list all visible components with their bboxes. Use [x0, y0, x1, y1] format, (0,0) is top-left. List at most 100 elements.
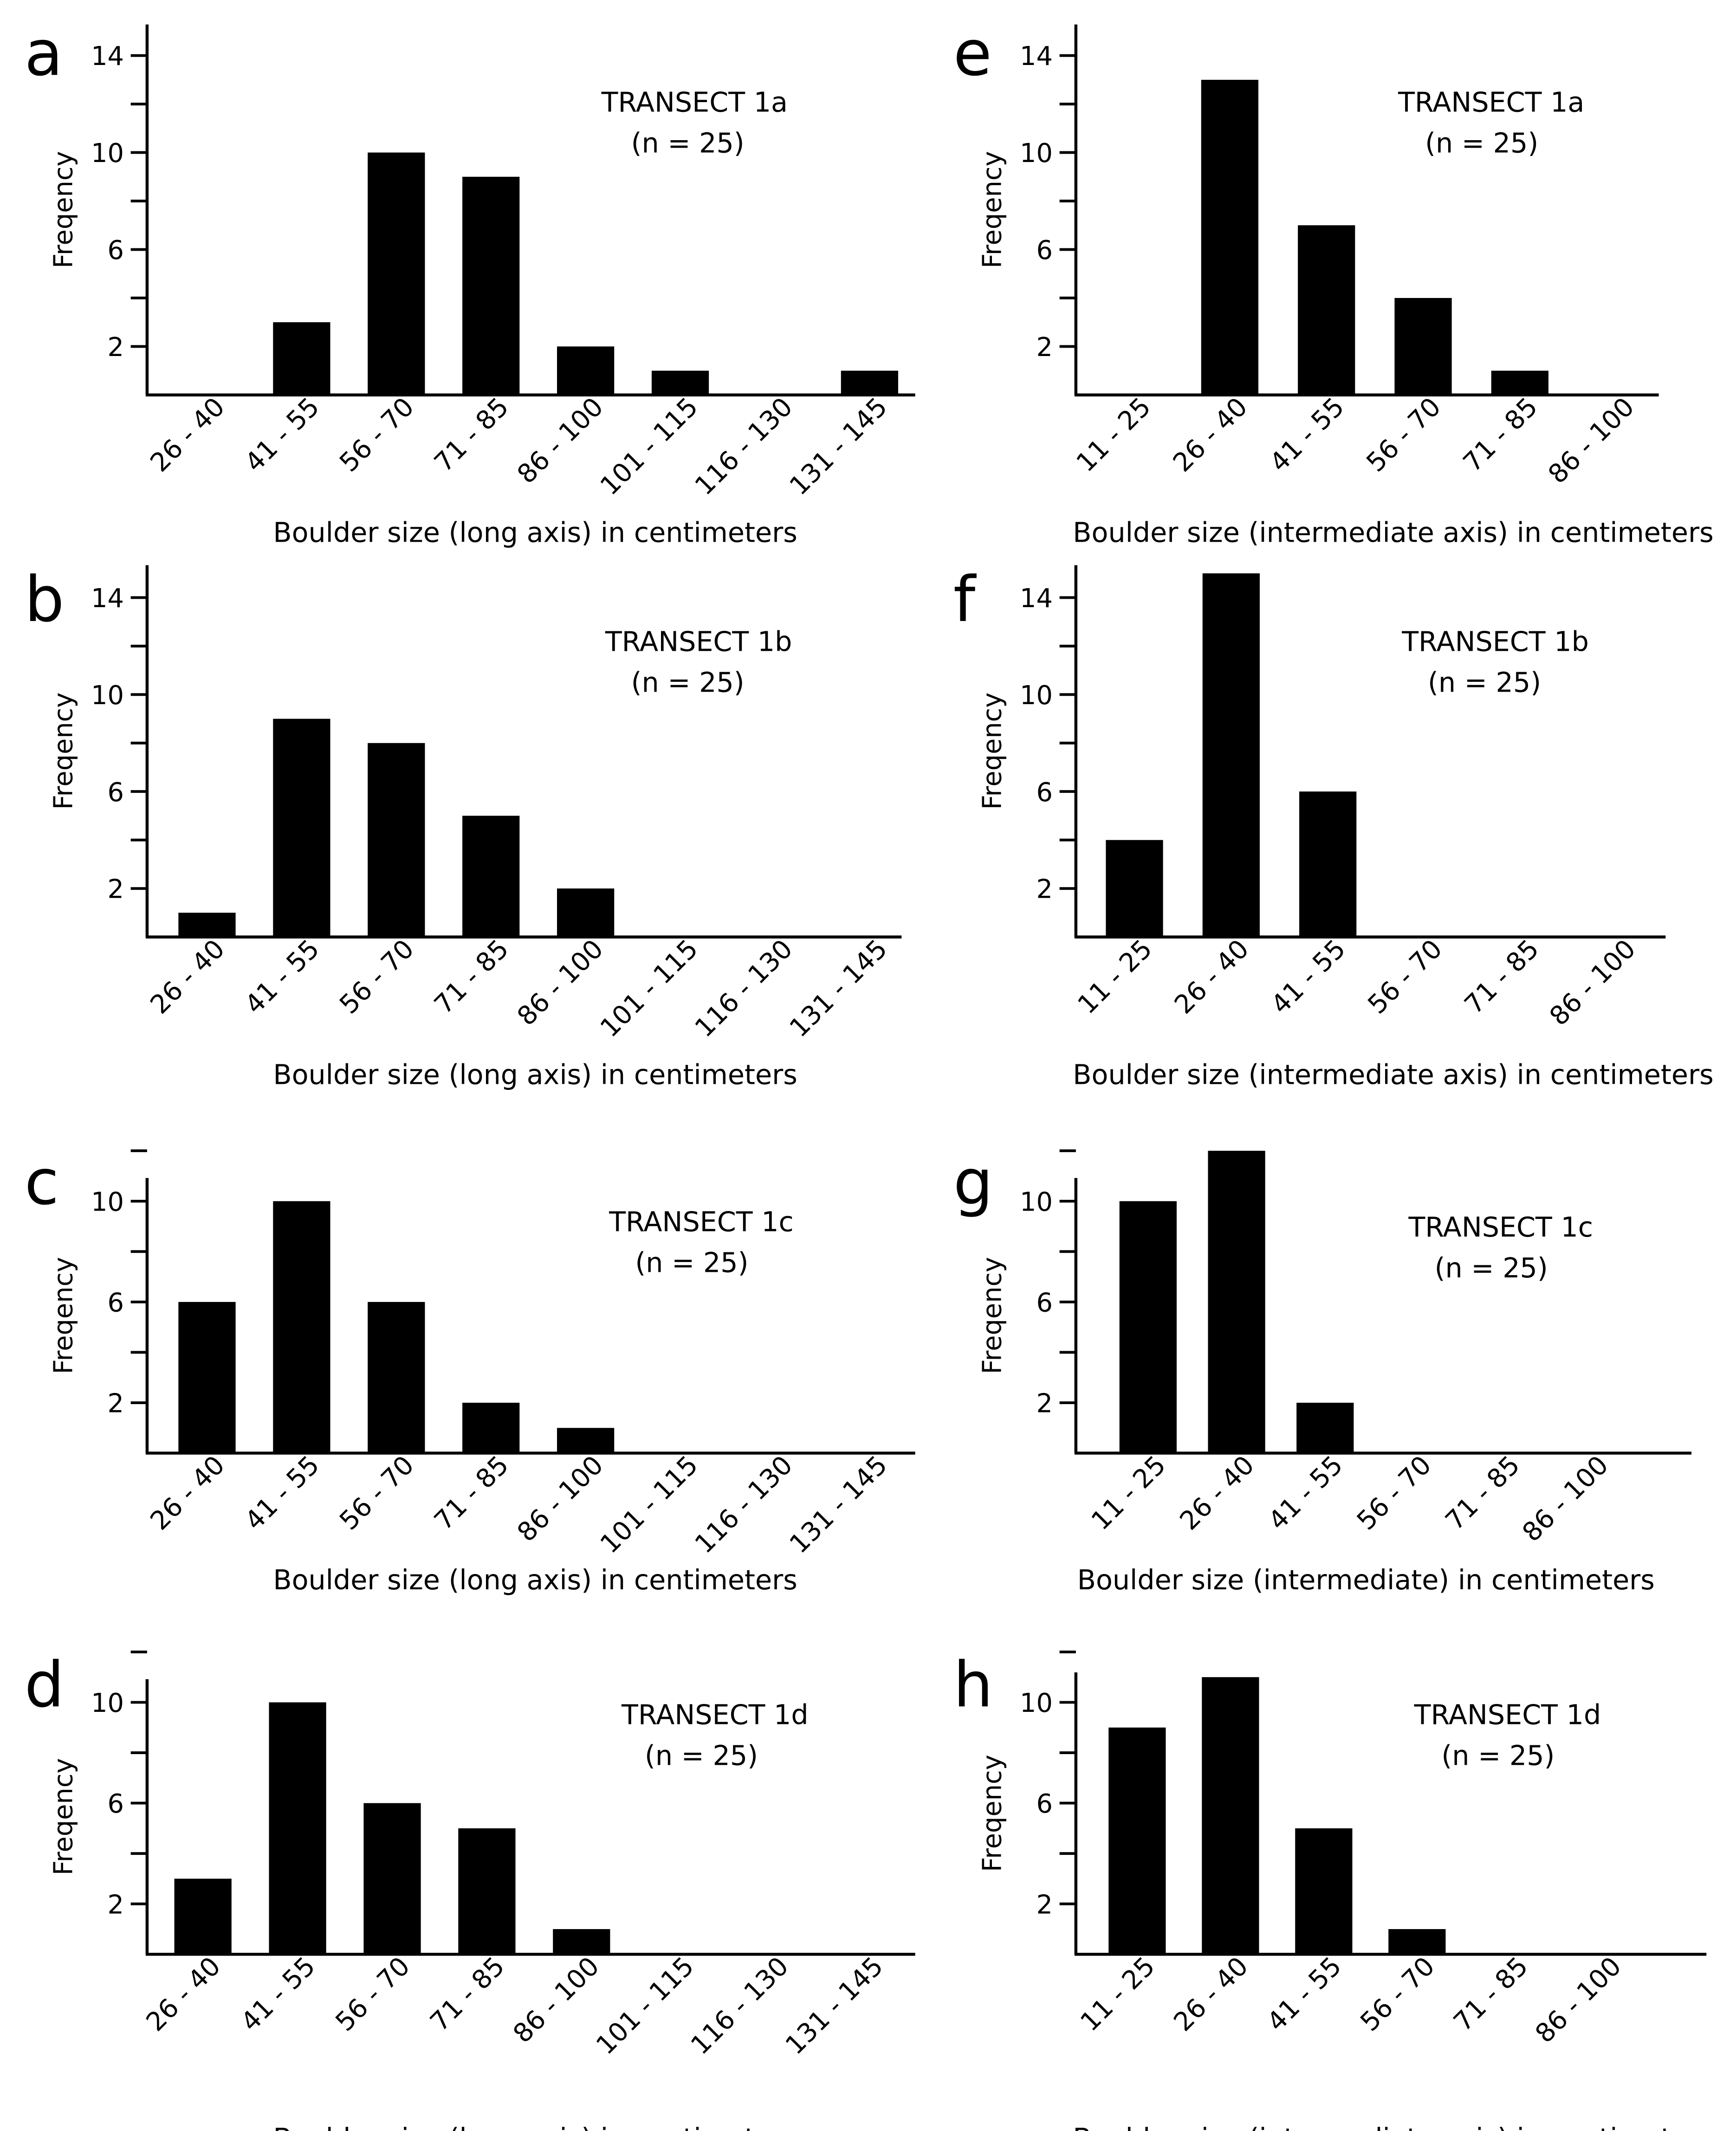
bar-26-40 — [1202, 1677, 1259, 1955]
chart-title: TRANSECT 1a — [601, 87, 788, 118]
y-tick-label: 14 — [91, 583, 124, 614]
chart-title: TRANSECT 1d — [621, 1699, 809, 1730]
x-tick-label: 11 - 25 — [1072, 934, 1158, 1020]
y-tick-label: 6 — [1036, 1288, 1053, 1318]
bar-101-115 — [651, 370, 709, 395]
x-tick-label: 86 - 100 — [1516, 1450, 1614, 1548]
x-tick-label: 101 - 115 — [595, 1450, 704, 1560]
bar-86-100 — [553, 1929, 610, 1955]
panel-letter: a — [25, 17, 63, 90]
bar-41-55 — [269, 1702, 326, 1955]
x-tick-label: 71 - 85 — [428, 392, 515, 478]
bar-56-70 — [1394, 298, 1452, 395]
bar-11-25 — [1119, 1201, 1177, 1453]
panel-letter: f — [953, 563, 977, 636]
y-tick-label: 2 — [108, 1389, 124, 1419]
x-tick-label: 41 - 55 — [1264, 392, 1350, 478]
bar-11-25 — [1108, 1727, 1166, 1955]
bar-71-85 — [462, 816, 520, 937]
x-tick-label: 101 - 115 — [590, 1951, 700, 2061]
bar-11-25 — [1106, 840, 1163, 937]
x-tick-label: 26 - 40 — [144, 392, 231, 478]
x-tick-label: 71 - 85 — [1440, 1450, 1526, 1536]
x-tick-label: 41 - 55 — [1261, 1951, 1347, 2038]
bar-71-85 — [462, 176, 520, 395]
chart-title: TRANSECT 1d — [1414, 1699, 1601, 1730]
y-tick-label: 10 — [1020, 680, 1053, 711]
bar-71-85 — [1491, 370, 1548, 395]
bar-71-85 — [462, 1403, 520, 1453]
bar-131-145 — [841, 370, 898, 395]
x-tick-label: 86 - 100 — [512, 1450, 609, 1548]
chart-panel-g: g 2 6 10 Freqency 11 - 25 26 - 40 41 - 55 56 - 7… — [953, 1146, 1692, 1596]
x-tick-label: 41 - 55 — [1265, 934, 1352, 1020]
x-tick-label: 26 - 40 — [1167, 392, 1254, 478]
y-tick-label: 10 — [1020, 138, 1053, 168]
bar-26-40 — [178, 913, 236, 937]
x-tick-label: 26 - 40 — [141, 1951, 227, 2038]
x-tick-label: 71 - 85 — [428, 934, 515, 1020]
x-tick-label: 56 - 70 — [334, 934, 420, 1020]
chart-panel-h: h 2 6 10 Freqency 11 - 25 26 - 40 41 - 55 56 - 7… — [953, 1648, 1714, 2131]
chart-subtitle: (n = 25) — [1435, 1252, 1548, 1284]
x-tick-label: 131 - 145 — [784, 1450, 894, 1560]
bar-86-100 — [557, 346, 615, 395]
y-tick-label: 2 — [1036, 332, 1053, 363]
y-axis-title: Freqency — [49, 1257, 79, 1374]
x-tick-label: 41 - 55 — [235, 1951, 322, 2038]
x-tick-label: 41 - 55 — [239, 934, 325, 1020]
panel-letter: g — [953, 1146, 993, 1219]
chart-subtitle: (n = 25) — [1428, 667, 1541, 698]
x-tick-label: 71 - 85 — [1448, 1951, 1534, 2038]
x-tick-label: 86 - 100 — [1529, 1951, 1627, 2049]
x-tick-label: 101 - 115 — [595, 934, 704, 1043]
bar-56-70 — [368, 743, 425, 937]
x-axis-title: Boulder size (intermediate) in centimete… — [1077, 1564, 1655, 1596]
bar-56-70 — [1388, 1929, 1446, 1955]
y-tick-label: 6 — [108, 777, 124, 808]
y-axis-title: Freqency — [49, 693, 79, 810]
y-tick-label: 10 — [91, 680, 124, 711]
x-axis-title: Boulder size (long axis) in centimeters — [273, 1059, 797, 1090]
panel-letter: e — [953, 17, 992, 90]
y-tick-label: 14 — [1020, 583, 1053, 614]
chart-subtitle: (n = 25) — [635, 1247, 748, 1278]
chart-panel-b: b 2 6 10 14 Freqency 26 - 40 41 - 55 56 - 70 71 -… — [25, 563, 902, 1090]
y-axis-title: Freqency — [49, 151, 79, 269]
x-tick-label: 131 - 145 — [784, 392, 894, 501]
y-tick-label: 10 — [1020, 1187, 1053, 1217]
chart-panel-a: a 2 6 10 14 Freqency 26 - 40 41 - 55 56 - 70 71 -… — [25, 17, 915, 549]
y-tick-label: 14 — [1020, 41, 1053, 71]
y-tick-label: 6 — [108, 1288, 124, 1318]
x-tick-label: 11 - 25 — [1071, 392, 1157, 478]
x-tick-label: 116 - 130 — [685, 1951, 795, 2061]
x-tick-label: 56 - 70 — [1354, 1951, 1441, 2038]
x-tick-label: 41 - 55 — [1263, 1450, 1349, 1536]
chart-panel-d: d 2 6 10 Freqency 26 - 40 41 - 55 56 - 70 71 - 8… — [25, 1648, 915, 2131]
chart-subtitle: (n = 25) — [631, 667, 745, 698]
bar-26-40 — [178, 1302, 236, 1453]
panel-letter: d — [25, 1648, 65, 1721]
chart-title: TRANSECT 1b — [1401, 626, 1589, 657]
chart-subtitle: (n = 25) — [1441, 1740, 1555, 1771]
panel-letter: b — [25, 563, 65, 636]
y-tick-label: 2 — [108, 874, 124, 905]
y-axis-title: Freqency — [977, 1755, 1007, 1872]
x-tick-label: 86 - 100 — [1544, 934, 1642, 1032]
x-tick-label: 56 - 70 — [1360, 392, 1447, 478]
x-tick-label: 86 - 100 — [512, 934, 609, 1032]
chart-subtitle: (n = 25) — [1425, 128, 1538, 159]
x-axis-title: Boulder size (long axis) in centimeters — [273, 1564, 797, 1596]
x-tick-label: 101 - 115 — [595, 392, 704, 501]
bar-56-70 — [368, 152, 425, 395]
bar-41-55 — [273, 322, 330, 395]
x-tick-label: 131 - 145 — [784, 934, 894, 1043]
x-tick-label: 86 - 100 — [1542, 392, 1640, 490]
y-tick-label: 6 — [108, 235, 124, 266]
x-axis-title: Boulder size (intermediate axis) in cent… — [1073, 2123, 1713, 2131]
x-tick-label: 26 - 40 — [1174, 1450, 1261, 1536]
x-tick-label: 116 - 130 — [689, 934, 799, 1043]
chart-panel-e: e 2 6 10 14 Freqency 11 - 25 26 - 40 41 - 55 56 -… — [953, 17, 1714, 548]
x-axis-title: Boulder size (long axis) in centimeters — [273, 2123, 797, 2131]
x-tick-label: 71 - 85 — [424, 1951, 511, 2038]
